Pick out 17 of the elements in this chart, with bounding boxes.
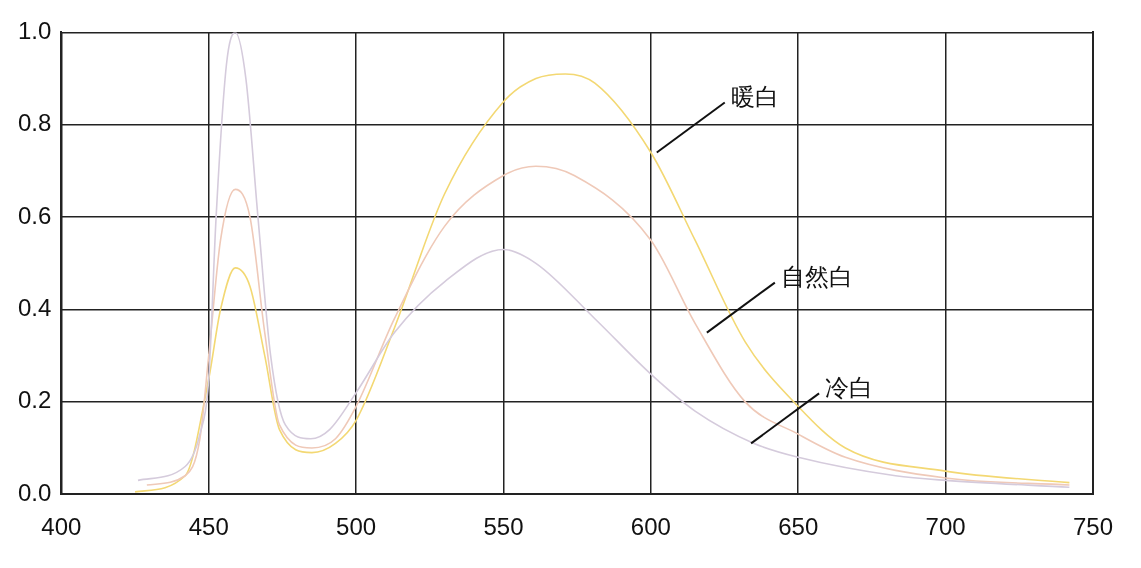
y-tick-label: 0.2 <box>17 386 52 414</box>
line-series <box>146 165 1071 486</box>
x-tick-label: 750 <box>1072 513 1113 541</box>
annotation: 暖白 <box>730 82 779 111</box>
y-tick-label: 0.4 <box>17 294 52 322</box>
x-tick-label: 600 <box>630 513 671 541</box>
x-tick-label: 700 <box>925 513 966 541</box>
y-tick-label: 0.6 <box>17 201 52 229</box>
y-tick-label: 0.0 <box>17 478 52 506</box>
y-tick-label: 0.8 <box>17 109 52 137</box>
x-tick-label: 450 <box>188 513 229 541</box>
x-tick-label: 500 <box>336 513 377 541</box>
annotation: 冷白 <box>825 373 874 402</box>
x-tick-label: 550 <box>483 513 524 541</box>
y-tick-label: 1.0 <box>17 17 52 45</box>
x-tick-label: 400 <box>41 513 82 541</box>
x-tick-label: 650 <box>778 513 819 541</box>
